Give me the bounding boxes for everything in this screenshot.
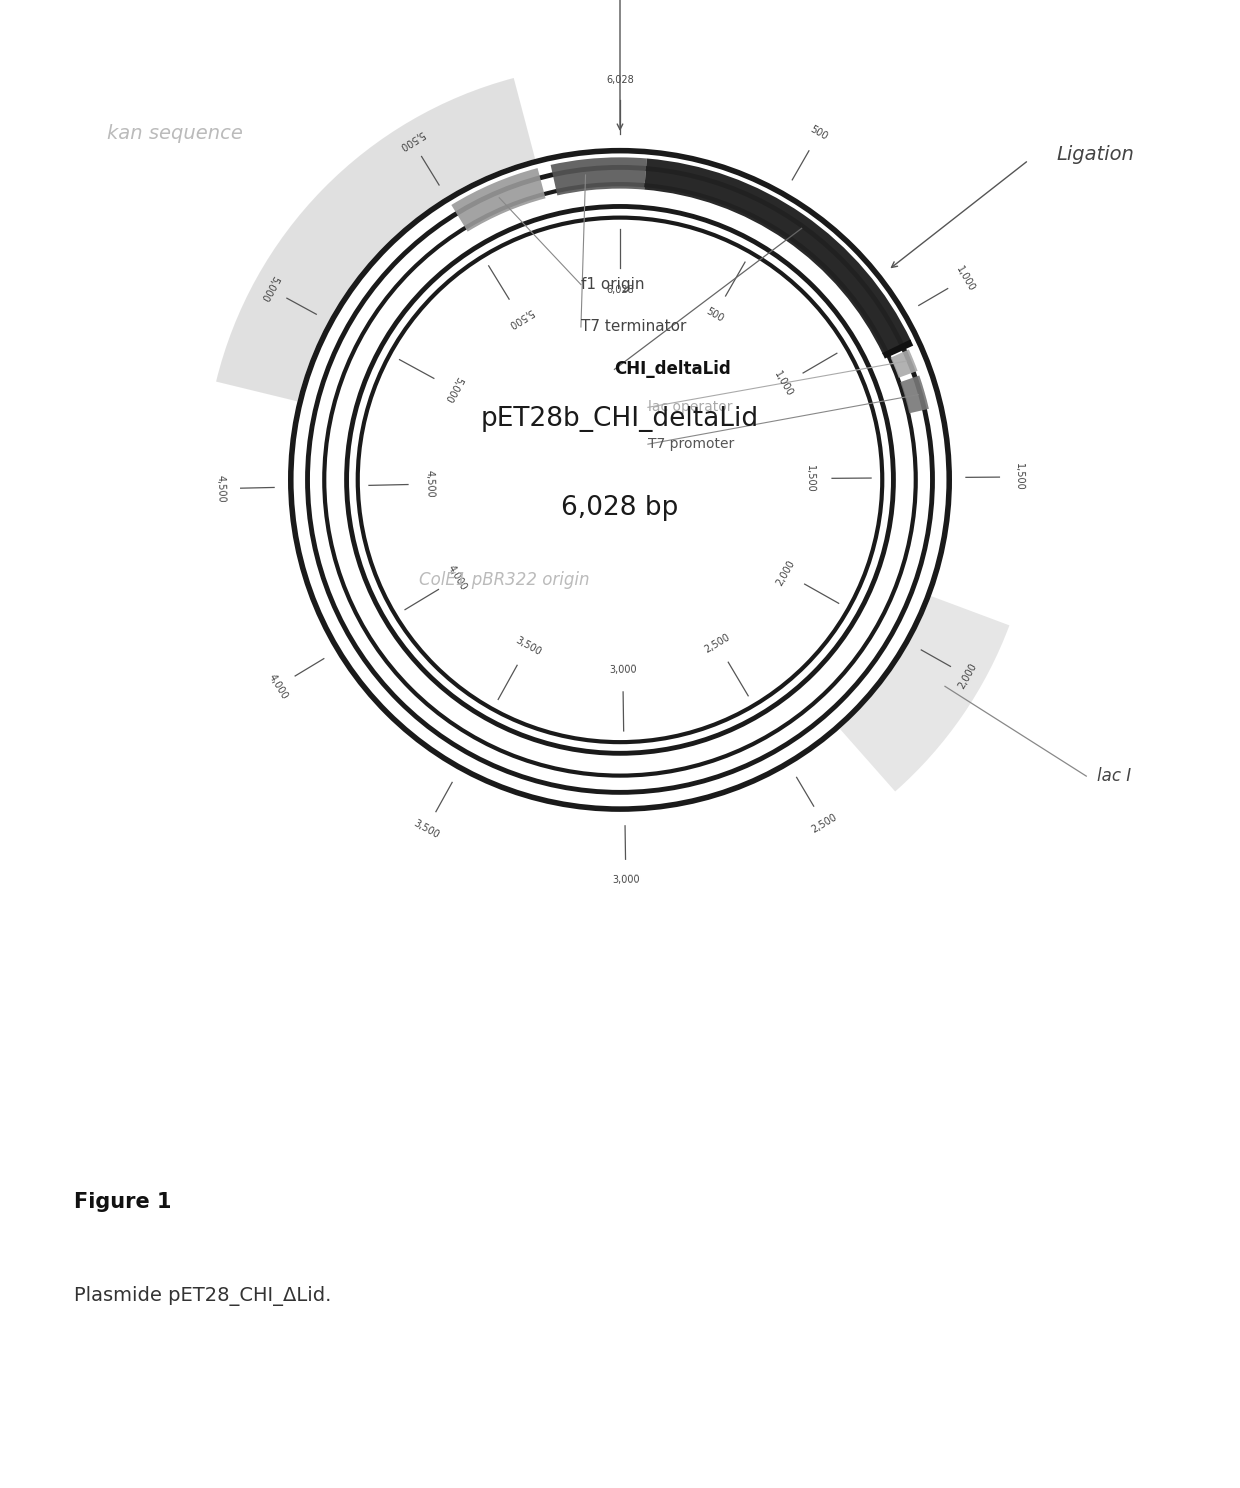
- Text: 2,500: 2,500: [810, 812, 838, 835]
- Text: f1 origin: f1 origin: [580, 277, 645, 292]
- Text: lac I: lac I: [1097, 768, 1132, 786]
- Wedge shape: [451, 168, 546, 232]
- Text: 2,000: 2,000: [774, 558, 796, 588]
- Wedge shape: [839, 597, 1009, 792]
- Wedge shape: [620, 158, 647, 189]
- Text: 5,500: 5,500: [397, 128, 425, 150]
- Text: 4,500: 4,500: [216, 475, 226, 503]
- Text: 3,000: 3,000: [613, 873, 640, 884]
- Wedge shape: [645, 159, 911, 354]
- Wedge shape: [551, 158, 620, 195]
- Text: 6,028: 6,028: [606, 76, 634, 85]
- Text: 1,500: 1,500: [1014, 463, 1024, 491]
- Text: pET28b_CHI_deltaLid: pET28b_CHI_deltaLid: [481, 406, 759, 432]
- Text: 1,500: 1,500: [805, 464, 815, 493]
- Text: T7 terminator: T7 terminator: [580, 320, 686, 335]
- Text: 5,000: 5,000: [258, 274, 280, 304]
- Text: ColE1 pBR322 origin: ColE1 pBR322 origin: [419, 571, 590, 589]
- Text: 4,000: 4,000: [446, 564, 469, 592]
- Text: 3,500: 3,500: [513, 635, 543, 656]
- Text: T7 promoter: T7 promoter: [649, 437, 734, 451]
- Text: 1,000: 1,000: [954, 263, 976, 293]
- Text: 1,000: 1,000: [773, 371, 795, 399]
- Text: 6,028 bp: 6,028 bp: [562, 496, 678, 521]
- Text: 500: 500: [808, 125, 830, 143]
- Text: lac operator: lac operator: [649, 400, 733, 414]
- Text: 4,500: 4,500: [425, 470, 435, 498]
- Text: 3,500: 3,500: [412, 818, 440, 841]
- Wedge shape: [216, 77, 536, 402]
- Text: 5,000: 5,000: [443, 375, 465, 403]
- Text: 5,500: 5,500: [506, 307, 536, 330]
- Text: 3,000: 3,000: [609, 664, 636, 674]
- Text: 500: 500: [704, 307, 725, 324]
- Wedge shape: [900, 375, 929, 414]
- Wedge shape: [882, 339, 913, 359]
- Text: 2,500: 2,500: [702, 631, 732, 655]
- Text: Figure 1: Figure 1: [74, 1192, 172, 1213]
- Text: Plasmide pET28_CHI_ΔLid.: Plasmide pET28_CHI_ΔLid.: [74, 1286, 332, 1306]
- Text: Ligation: Ligation: [1056, 144, 1135, 164]
- Text: 2,000: 2,000: [957, 662, 980, 690]
- Text: 4,000: 4,000: [267, 673, 289, 701]
- Text: CHI_deltaLid: CHI_deltaLid: [615, 360, 732, 378]
- Wedge shape: [890, 350, 918, 378]
- Text: 6,028: 6,028: [606, 286, 634, 295]
- Text: kan sequence: kan sequence: [107, 125, 243, 143]
